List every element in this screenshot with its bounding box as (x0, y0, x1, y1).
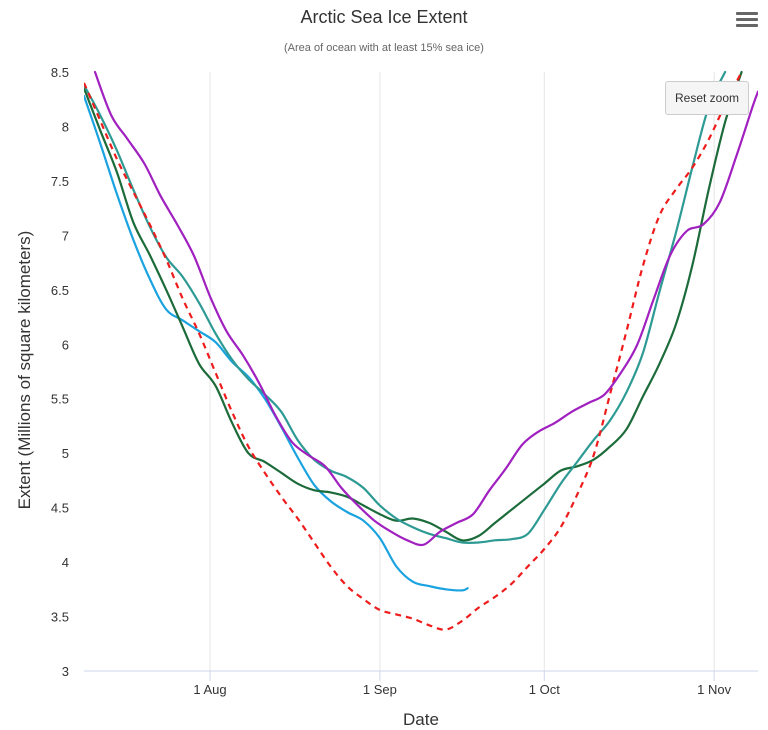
x-tick-label: 1 Nov (697, 682, 731, 697)
y-axis-title: Extent (Millions of square kilometers) (15, 231, 34, 510)
series-line-3[interactable] (84, 70, 727, 545)
x-axis-title: Date (403, 710, 439, 729)
menu-bar (736, 24, 758, 27)
y-tick-label: 5.5 (51, 392, 69, 407)
series-group (84, 70, 758, 631)
series-line-1[interactable] (84, 94, 469, 592)
y-tick-label: 3 (62, 664, 69, 679)
series-line-4[interactable] (84, 71, 743, 631)
y-axis-ticks: 3 3.5 4 4.5 5 5.5 6 6.5 7 7.5 8 8.5 (51, 65, 69, 679)
chart-title: Arctic Sea Ice Extent (300, 7, 467, 27)
reset-zoom-button[interactable]: Reset zoom (665, 81, 749, 115)
menu-bar (736, 12, 758, 15)
y-tick-label: 6 (62, 337, 69, 352)
y-tick-label: 8 (62, 119, 69, 134)
y-tick-label: 8.5 (51, 65, 69, 80)
y-tick-label: 7.5 (51, 174, 69, 189)
menu-bar (736, 18, 758, 21)
y-tick-label: 4 (62, 555, 69, 570)
x-axis-ticks: 1 Aug 1 Sep 1 Oct 1 Nov (193, 671, 732, 697)
y-tick-label: 7 (62, 228, 69, 243)
x-tick-label: 1 Sep (363, 682, 397, 697)
x-tick-label: 1 Aug (193, 682, 226, 697)
series-line-5[interactable] (93, 70, 758, 547)
grid-lines (209, 72, 715, 671)
y-tick-label: 4.5 (51, 501, 69, 516)
series-line-2[interactable] (84, 70, 743, 542)
y-tick-label: 3.5 (51, 610, 69, 625)
hamburger-menu-icon[interactable] (736, 12, 758, 32)
chart-subtitle: (Area of ocean with at least 15% sea ice… (284, 42, 484, 54)
y-tick-label: 5 (62, 446, 69, 461)
x-tick-label: 1 Oct (529, 682, 560, 697)
y-tick-label: 6.5 (51, 283, 69, 298)
